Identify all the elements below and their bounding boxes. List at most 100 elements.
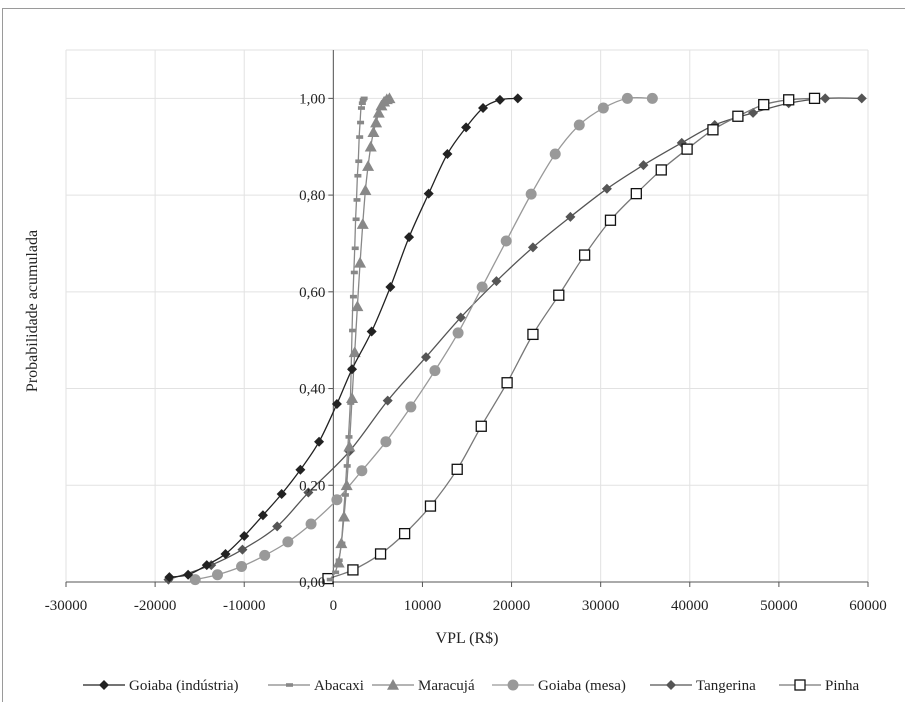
- data-point-maracuja: [364, 140, 377, 152]
- data-point-tangerina: [638, 160, 649, 171]
- data-point-goiaba-mesa: [189, 574, 201, 586]
- series-maracuja: [332, 92, 396, 568]
- series-line-pinha: [327, 97, 815, 580]
- y-axis-title: Probabilidade acumulada: [24, 230, 41, 392]
- legend-label-goiaba-industria: Goiaba (indústria): [129, 678, 239, 694]
- data-point-pinha: [374, 548, 387, 560]
- data-point-goiaba-industria: [494, 94, 505, 105]
- data-point-abacaxi: [356, 135, 364, 139]
- data-point-tangerina: [382, 395, 393, 406]
- legend-label-pinha: Pinha: [825, 678, 860, 694]
- data-point-goiaba-mesa: [549, 148, 561, 160]
- y-tick-label: 1,00: [299, 91, 325, 107]
- data-point-maracuja: [340, 479, 353, 491]
- data-point-tangerina: [303, 487, 314, 498]
- legend-label-abacaxi: Abacaxi: [314, 678, 364, 694]
- data-point-goiaba-industria: [512, 93, 523, 104]
- data-point-maracuja: [356, 218, 369, 229]
- data-point-tangerina: [455, 312, 466, 323]
- legend-item-maracuja: Maracujá: [372, 678, 475, 694]
- data-point-goiaba-mesa: [452, 327, 464, 339]
- legend-item-goiaba-mesa: Goiaba (mesa): [492, 678, 626, 694]
- data-point-goiaba-industria: [404, 232, 415, 243]
- data-point-pinha: [758, 99, 770, 111]
- data-point-goiaba-mesa: [500, 235, 512, 247]
- x-tick-label: -10000: [223, 598, 266, 614]
- data-point-goiaba-industria: [331, 399, 342, 410]
- legend-marker-maracuja: [387, 679, 399, 690]
- legend-marker-goiaba-industria: [99, 680, 109, 690]
- x-axis-title: VPL (R$): [436, 630, 499, 647]
- data-point-pinha: [783, 94, 795, 106]
- data-point-goiaba-industria: [478, 103, 489, 114]
- data-point-pinha: [501, 377, 513, 389]
- data-point-goiaba-industria: [201, 560, 212, 571]
- data-point-pinha: [604, 214, 617, 226]
- data-point-goiaba-mesa: [573, 119, 585, 131]
- data-point-abacaxi: [352, 217, 360, 222]
- data-point-goiaba-industria: [239, 531, 250, 542]
- y-tick-label: 0,60: [299, 285, 325, 301]
- series-pinha: [322, 92, 821, 585]
- data-point-tangerina: [491, 276, 502, 287]
- data-point-pinha: [451, 463, 463, 475]
- data-point-goiaba-mesa: [621, 92, 633, 104]
- series-goiaba-mesa: [189, 92, 658, 586]
- legend-label-tangerina: Tangerina: [696, 678, 756, 694]
- legend: Goiaba (indústria) Abacaxi Maracujá Goiaba …: [83, 678, 860, 694]
- data-point-goiaba-industria: [347, 364, 358, 375]
- legend-marker-goiaba-mesa: [507, 679, 519, 691]
- y-tick-label: 0,00: [299, 575, 325, 591]
- data-point-abacaxi: [350, 270, 358, 275]
- data-point-goiaba-mesa: [356, 465, 368, 477]
- data-point-goiaba-mesa: [476, 281, 488, 293]
- data-point-tangerina: [565, 211, 576, 222]
- data-point-pinha: [398, 527, 411, 540]
- legend-item-tangerina: Tangerina: [650, 678, 756, 694]
- data-point-maracuja: [332, 556, 345, 568]
- data-point-goiaba-mesa: [525, 188, 537, 200]
- data-point-maracuja: [338, 510, 351, 522]
- data-point-abacaxi: [351, 246, 359, 251]
- data-point-abacaxi: [349, 328, 357, 333]
- data-point-pinha: [681, 143, 693, 155]
- data-point-goiaba-industria: [385, 281, 396, 292]
- data-point-goiaba-industria: [257, 510, 268, 521]
- data-point-tangerina: [272, 521, 283, 532]
- data-point-abacaxi: [345, 435, 353, 439]
- data-point-maracuja: [383, 92, 396, 104]
- data-point-abacaxi: [326, 577, 334, 582]
- data-point-abacaxi: [349, 294, 357, 299]
- data-point-goiaba-mesa: [646, 92, 658, 104]
- legend-label-maracuja: Maracujá: [418, 678, 475, 694]
- data-point-pinha: [347, 564, 359, 576]
- data-point-abacaxi: [354, 173, 362, 178]
- data-point-goiaba-mesa: [305, 518, 317, 530]
- y-tick-label: 0,40: [299, 382, 325, 398]
- data-point-maracuja: [372, 106, 385, 118]
- data-point-goiaba-industria: [276, 488, 287, 499]
- data-point-goiaba-mesa: [331, 494, 343, 506]
- data-point-tangerina: [601, 183, 612, 194]
- data-point-goiaba-industria: [442, 148, 453, 159]
- data-point-goiaba-mesa: [380, 436, 392, 448]
- data-point-abacaxi: [355, 159, 363, 164]
- data-point-pinha: [475, 420, 487, 432]
- data-point-pinha: [732, 110, 744, 122]
- data-point-goiaba-industria: [461, 122, 472, 133]
- data-point-goiaba-mesa: [282, 536, 294, 548]
- series-group: [163, 92, 867, 586]
- data-point-abacaxi: [332, 570, 340, 575]
- x-tick-label: -30000: [45, 598, 88, 614]
- series-goiaba-industria: [164, 93, 523, 583]
- data-point-tangerina: [237, 544, 248, 555]
- legend-item-goiaba-industria: Goiaba (indústria): [83, 678, 239, 694]
- legend-marker-pinha: [794, 679, 806, 691]
- series-line-goiaba-mesa: [195, 97, 653, 581]
- data-point-abacaxi: [347, 401, 355, 405]
- data-point-tangerina: [820, 93, 831, 104]
- x-tick-label: 20000: [493, 598, 531, 614]
- data-point-tangerina: [421, 352, 432, 363]
- x-tick-label: 60000: [849, 598, 887, 614]
- data-point-maracuja: [346, 392, 359, 404]
